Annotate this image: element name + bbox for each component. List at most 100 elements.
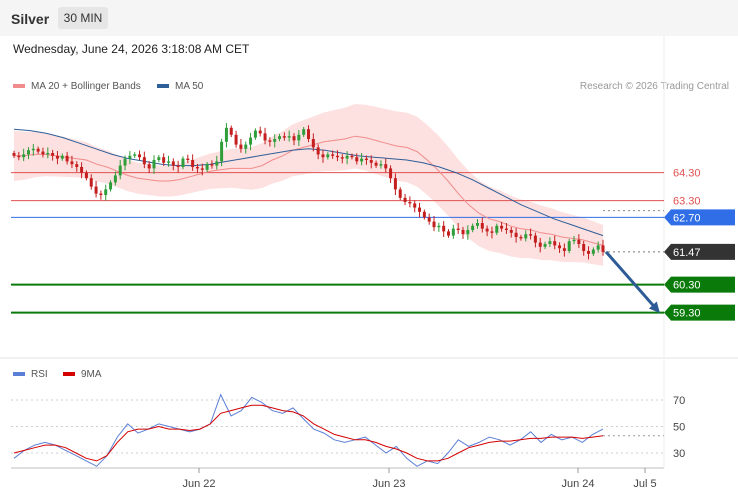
candle-body (393, 178, 397, 190)
candle-body (152, 160, 156, 169)
candle-body (519, 237, 523, 239)
rsi-9ma-line (13, 404, 604, 462)
candle-body (321, 154, 325, 158)
candle-body (553, 241, 557, 246)
candle-body (307, 129, 310, 139)
level-label-62.70: 62.70 (673, 212, 701, 224)
candle-body (543, 244, 547, 247)
legend-swatch (13, 372, 25, 377)
ma50-line (13, 128, 604, 237)
ma20-line (14, 135, 604, 246)
candle-body (94, 186, 98, 194)
candle-body (326, 154, 330, 158)
candle-body (128, 155, 132, 159)
candle-body (427, 217, 431, 222)
candle-body (533, 235, 537, 243)
candle-body (239, 144, 243, 149)
rsi-tick-70: 70 (673, 395, 685, 407)
candle-body (389, 168, 393, 179)
candle-body (171, 161, 175, 166)
candle-body (55, 155, 59, 159)
rsi-tick-30: 30 (673, 448, 685, 460)
candle-body (195, 167, 199, 169)
candle-body (292, 136, 296, 141)
candle-body (316, 147, 320, 155)
candle-body (215, 161, 219, 166)
legend-label: MA 20 + Bollinger Bands (31, 81, 141, 92)
candle-body (234, 134, 238, 145)
candle-body (480, 223, 484, 229)
candle-body (591, 249, 595, 254)
candle-body (186, 158, 190, 160)
candle-body (84, 172, 88, 179)
candle-body (138, 154, 142, 158)
candle-body (224, 127, 228, 142)
x-tick-label: Jun 24 (561, 478, 594, 490)
candle-body (41, 151, 45, 155)
candle-body (273, 139, 277, 142)
rsi-tick-50: 50 (673, 422, 685, 434)
top-bar: Silver 30 MIN (0, 0, 738, 36)
candle-body (46, 153, 50, 155)
candle-body (355, 157, 359, 162)
candle-body (282, 136, 286, 138)
candle-body (461, 230, 465, 235)
candle-body (350, 155, 354, 158)
candle-body (147, 164, 151, 169)
candle-body (263, 133, 267, 141)
candle-body (113, 175, 117, 183)
candle-body (75, 164, 79, 167)
candle-body (104, 189, 108, 195)
candle-body (297, 134, 301, 141)
candle-body (191, 160, 195, 167)
candle-body (278, 136, 282, 139)
candle-body (157, 157, 161, 160)
legend-label: RSI (31, 369, 48, 380)
candle-body (524, 234, 528, 239)
candle-body (311, 139, 315, 148)
candle-body (475, 223, 479, 226)
timeframe-button[interactable]: 30 MIN (58, 7, 108, 29)
candle-body (369, 160, 373, 163)
legend-swatch (157, 84, 169, 89)
candle-body (587, 251, 591, 254)
candle-body (220, 141, 224, 162)
forecast-arrow-head (648, 301, 660, 314)
candle-body (258, 130, 262, 134)
candle-body (244, 144, 248, 149)
candle-body (432, 221, 436, 228)
candle-body (451, 228, 455, 236)
candle-body (12, 153, 16, 156)
candle-body (504, 228, 508, 230)
candle-body (302, 129, 306, 135)
candle-body (422, 211, 426, 218)
candle-body (471, 225, 475, 230)
candle-body (205, 164, 209, 170)
level-label-59.30: 59.30 (673, 308, 701, 320)
candle-body (36, 148, 40, 152)
candle-body (384, 164, 388, 169)
candle-body (577, 239, 581, 244)
candle-body (200, 168, 204, 170)
candle-body (408, 202, 412, 204)
candle-body (340, 157, 344, 159)
candle-body (133, 154, 137, 156)
legend-ma20: MA 20 + Bollinger Bands (13, 81, 141, 92)
level-tag-60.30 (664, 276, 735, 293)
level-label-64.30: 64.30 (673, 168, 701, 180)
legend-swatch (63, 372, 75, 377)
candle-body (601, 245, 605, 252)
candle-body (89, 178, 93, 187)
candle-body (80, 167, 84, 173)
candle-body (142, 157, 146, 165)
forecast-arrow (604, 250, 658, 310)
level-tag-59.30 (664, 304, 735, 321)
legend-9ma: 9MA (63, 369, 102, 380)
candle-body (562, 248, 566, 251)
candle-body (538, 242, 542, 247)
candle-body (567, 241, 571, 251)
candle-body (403, 197, 407, 202)
candle-body (529, 234, 533, 236)
candle-body (490, 231, 494, 233)
